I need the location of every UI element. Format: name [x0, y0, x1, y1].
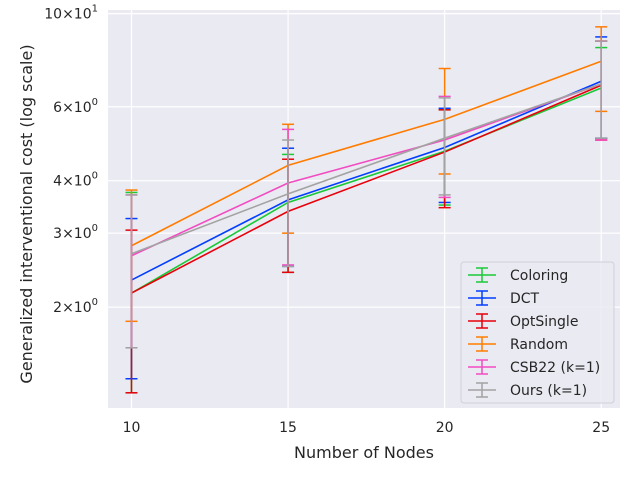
legend-label: DCT: [510, 291, 540, 307]
x-tick-label: 25: [592, 420, 610, 436]
y-tick-label: 2×100: [53, 297, 98, 316]
series-line: [131, 83, 602, 257]
legend-box: [460, 261, 615, 404]
y-axis-label: Generalized interventional cost (log sca…: [17, 44, 36, 383]
legend-item: Ours (k=1): [468, 382, 587, 399]
x-tick-label: 15: [279, 420, 297, 436]
series-line: [131, 87, 602, 294]
y-tick-label: 6×100: [53, 97, 98, 116]
x-axis-ticks: 10 15 20 25: [123, 420, 611, 436]
series-line: [131, 84, 602, 294]
y-tick-label: 4×100: [53, 171, 98, 190]
series-ours-k-1: [125, 40, 608, 349]
legend-item: Coloring: [468, 267, 568, 284]
legend-label: Coloring: [510, 268, 568, 284]
series-line: [131, 80, 602, 281]
legend-item: OptSingle: [468, 313, 578, 330]
x-tick-label: 20: [436, 420, 454, 436]
y-tick-label: 10×101: [44, 4, 98, 23]
x-tick-label: 10: [123, 420, 141, 436]
legend-label: Ours (k=1): [510, 383, 587, 399]
y-tick-label: 3×100: [53, 223, 98, 242]
legend-label: OptSingle: [510, 314, 578, 330]
legend: Coloring DCT OptSingle Random CSB22 (k=1) Our…: [460, 261, 615, 404]
series-line: [131, 60, 602, 247]
series-layer: [125, 26, 608, 394]
legend-label: Random: [510, 337, 568, 353]
series-line: [131, 83, 602, 255]
y-axis-ticks: 2×100 3×100 4×100 6×100 10×101: [44, 4, 98, 316]
legend-item: DCT: [468, 290, 540, 307]
x-axis-label: Number of Nodes: [294, 443, 434, 462]
legend-item: CSB22 (k=1): [468, 359, 600, 376]
legend-label: CSB22 (k=1): [510, 360, 600, 376]
legend-item: Random: [468, 336, 568, 353]
